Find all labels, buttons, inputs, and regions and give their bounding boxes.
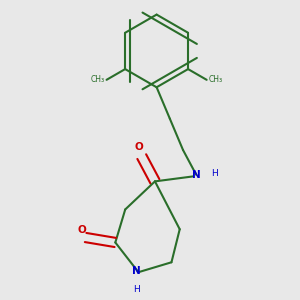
Text: O: O [77,225,86,235]
Text: O: O [135,142,143,152]
Text: CH₃: CH₃ [91,75,105,84]
Text: H: H [134,285,140,294]
Text: N: N [132,266,141,275]
Text: CH₃: CH₃ [208,75,222,84]
Text: N: N [192,170,201,180]
Text: H: H [211,169,218,178]
